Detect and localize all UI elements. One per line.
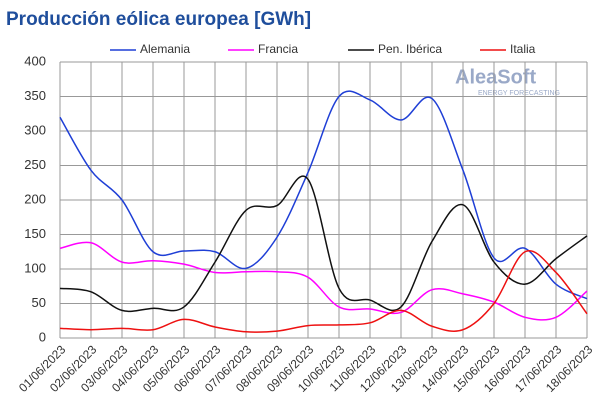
series-line xyxy=(59,90,588,300)
y-tick-label: 50 xyxy=(32,295,46,310)
series-line xyxy=(59,249,588,333)
y-tick-label: 200 xyxy=(24,191,46,206)
series-line xyxy=(59,175,588,313)
y-tick-label: 350 xyxy=(24,88,46,103)
logo-name: AleaSoft xyxy=(455,66,536,88)
y-tick-label: 100 xyxy=(24,260,46,275)
legend-label: Italia xyxy=(510,42,536,56)
y-tick-label: 400 xyxy=(24,53,46,68)
legend-label: Pen. Ibérica xyxy=(378,42,442,56)
y-tick-label: 300 xyxy=(24,122,46,137)
chart-title: Producción eólica europea [GWh] xyxy=(6,9,311,30)
legend-label: Alemania xyxy=(140,42,190,56)
legend-label: Francia xyxy=(258,42,298,56)
y-tick-label: 0 xyxy=(39,329,46,344)
y-tick-label: 250 xyxy=(24,157,46,172)
logo-tagline: ENERGY FORECASTING xyxy=(478,90,560,97)
series-line xyxy=(59,241,588,321)
y-tick-label: 150 xyxy=(24,226,46,241)
